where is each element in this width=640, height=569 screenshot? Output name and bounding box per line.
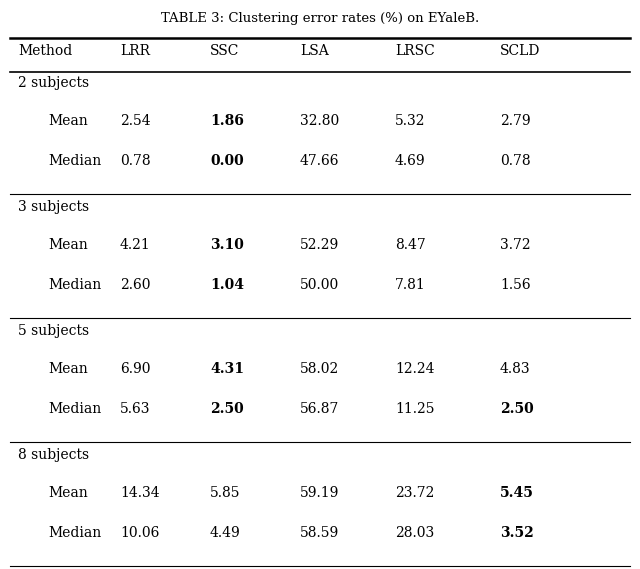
Text: 58.02: 58.02 (300, 362, 339, 376)
Text: LSA: LSA (300, 44, 329, 58)
Text: Method: Method (18, 44, 72, 58)
Text: 59.19: 59.19 (300, 486, 339, 500)
Text: 11.25: 11.25 (395, 402, 435, 416)
Text: TABLE 3: Clustering error rates (%) on EYaleB.: TABLE 3: Clustering error rates (%) on E… (161, 12, 479, 25)
Text: SCLD: SCLD (500, 44, 540, 58)
Text: 1.56: 1.56 (500, 278, 531, 292)
Text: 3.10: 3.10 (210, 238, 244, 252)
Text: 8 subjects: 8 subjects (18, 448, 89, 462)
Text: Mean: Mean (48, 114, 88, 128)
Text: 52.29: 52.29 (300, 238, 339, 252)
Text: 14.34: 14.34 (120, 486, 159, 500)
Text: Mean: Mean (48, 362, 88, 376)
Text: LRSC: LRSC (395, 44, 435, 58)
Text: 47.66: 47.66 (300, 154, 339, 168)
Text: 4.69: 4.69 (395, 154, 426, 168)
Text: 5.85: 5.85 (210, 486, 241, 500)
Text: 4.21: 4.21 (120, 238, 151, 252)
Text: 1.04: 1.04 (210, 278, 244, 292)
Text: 6.90: 6.90 (120, 362, 150, 376)
Text: 56.87: 56.87 (300, 402, 339, 416)
Text: 0.00: 0.00 (210, 154, 244, 168)
Text: SSC: SSC (210, 44, 239, 58)
Text: 32.80: 32.80 (300, 114, 339, 128)
Text: 3.52: 3.52 (500, 526, 534, 540)
Text: 2.60: 2.60 (120, 278, 150, 292)
Text: Median: Median (48, 278, 101, 292)
Text: 10.06: 10.06 (120, 526, 159, 540)
Text: Mean: Mean (48, 238, 88, 252)
Text: 4.49: 4.49 (210, 526, 241, 540)
Text: 2.50: 2.50 (500, 402, 534, 416)
Text: 3 subjects: 3 subjects (18, 200, 89, 214)
Text: 2.50: 2.50 (210, 402, 244, 416)
Text: 0.78: 0.78 (120, 154, 150, 168)
Text: 0.78: 0.78 (500, 154, 531, 168)
Text: 1.86: 1.86 (210, 114, 244, 128)
Text: 5 subjects: 5 subjects (18, 324, 89, 338)
Text: LRR: LRR (120, 44, 150, 58)
Text: 4.83: 4.83 (500, 362, 531, 376)
Text: Median: Median (48, 526, 101, 540)
Text: 5.63: 5.63 (120, 402, 150, 416)
Text: Mean: Mean (48, 486, 88, 500)
Text: 3.72: 3.72 (500, 238, 531, 252)
Text: 58.59: 58.59 (300, 526, 339, 540)
Text: 23.72: 23.72 (395, 486, 435, 500)
Text: 28.03: 28.03 (395, 526, 435, 540)
Text: 50.00: 50.00 (300, 278, 339, 292)
Text: 2.54: 2.54 (120, 114, 150, 128)
Text: Median: Median (48, 402, 101, 416)
Text: 7.81: 7.81 (395, 278, 426, 292)
Text: 8.47: 8.47 (395, 238, 426, 252)
Text: 4.31: 4.31 (210, 362, 244, 376)
Text: 5.32: 5.32 (395, 114, 426, 128)
Text: 12.24: 12.24 (395, 362, 435, 376)
Text: 2 subjects: 2 subjects (18, 76, 89, 90)
Text: 2.79: 2.79 (500, 114, 531, 128)
Text: 5.45: 5.45 (500, 486, 534, 500)
Text: Median: Median (48, 154, 101, 168)
